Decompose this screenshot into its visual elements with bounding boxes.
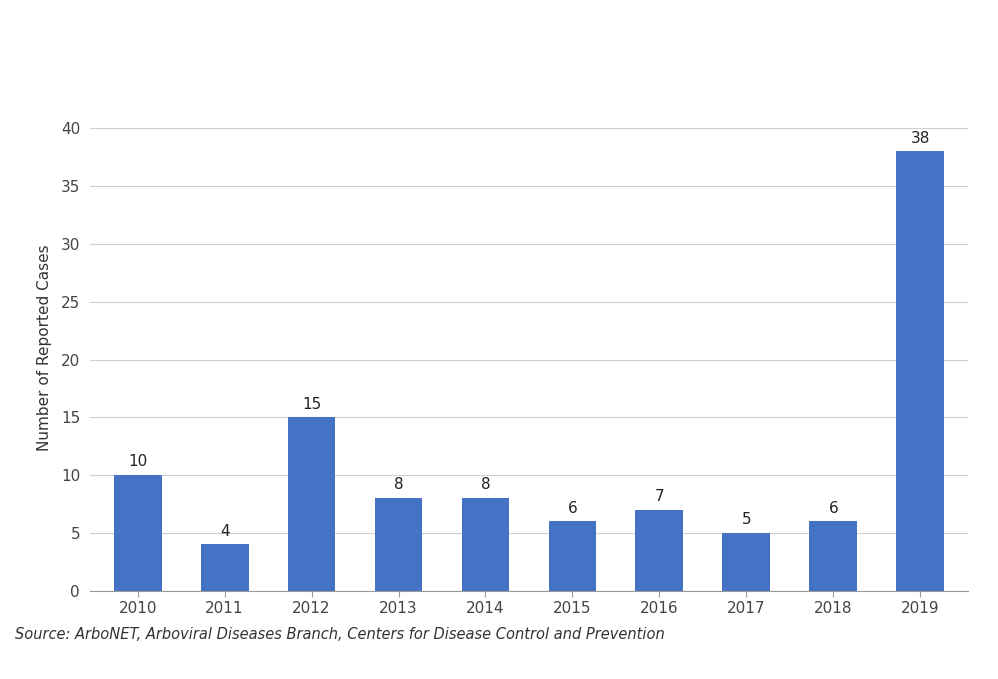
Bar xyxy=(723,533,770,591)
Bar xyxy=(636,510,684,591)
Text: 10: 10 xyxy=(128,454,148,469)
Bar xyxy=(549,521,597,591)
Bar xyxy=(114,475,162,591)
Text: 5: 5 xyxy=(742,512,751,527)
Text: 7: 7 xyxy=(655,489,665,504)
Bar xyxy=(374,498,422,591)
Bar xyxy=(896,151,944,591)
Text: 38: 38 xyxy=(910,130,930,146)
Text: 6: 6 xyxy=(568,500,577,515)
Bar xyxy=(201,545,249,591)
Bar xyxy=(287,418,335,591)
Text: Source: ArboNET, Arboviral Diseases Branch, Centers for Disease Control and Prev: Source: ArboNET, Arboviral Diseases Bran… xyxy=(15,627,665,642)
Bar xyxy=(809,521,857,591)
Y-axis label: Number of Reported Cases: Number of Reported Cases xyxy=(37,244,52,452)
Text: 15: 15 xyxy=(302,397,321,411)
Text: Eastern equine encephalitis virus neuroinvasive disease cases reported by year, : Eastern equine encephalitis virus neuroi… xyxy=(15,29,998,73)
Text: 8: 8 xyxy=(393,477,403,492)
Text: 4: 4 xyxy=(220,524,230,538)
Bar xyxy=(461,498,509,591)
Text: 6: 6 xyxy=(828,500,838,515)
Text: 8: 8 xyxy=(481,477,490,492)
